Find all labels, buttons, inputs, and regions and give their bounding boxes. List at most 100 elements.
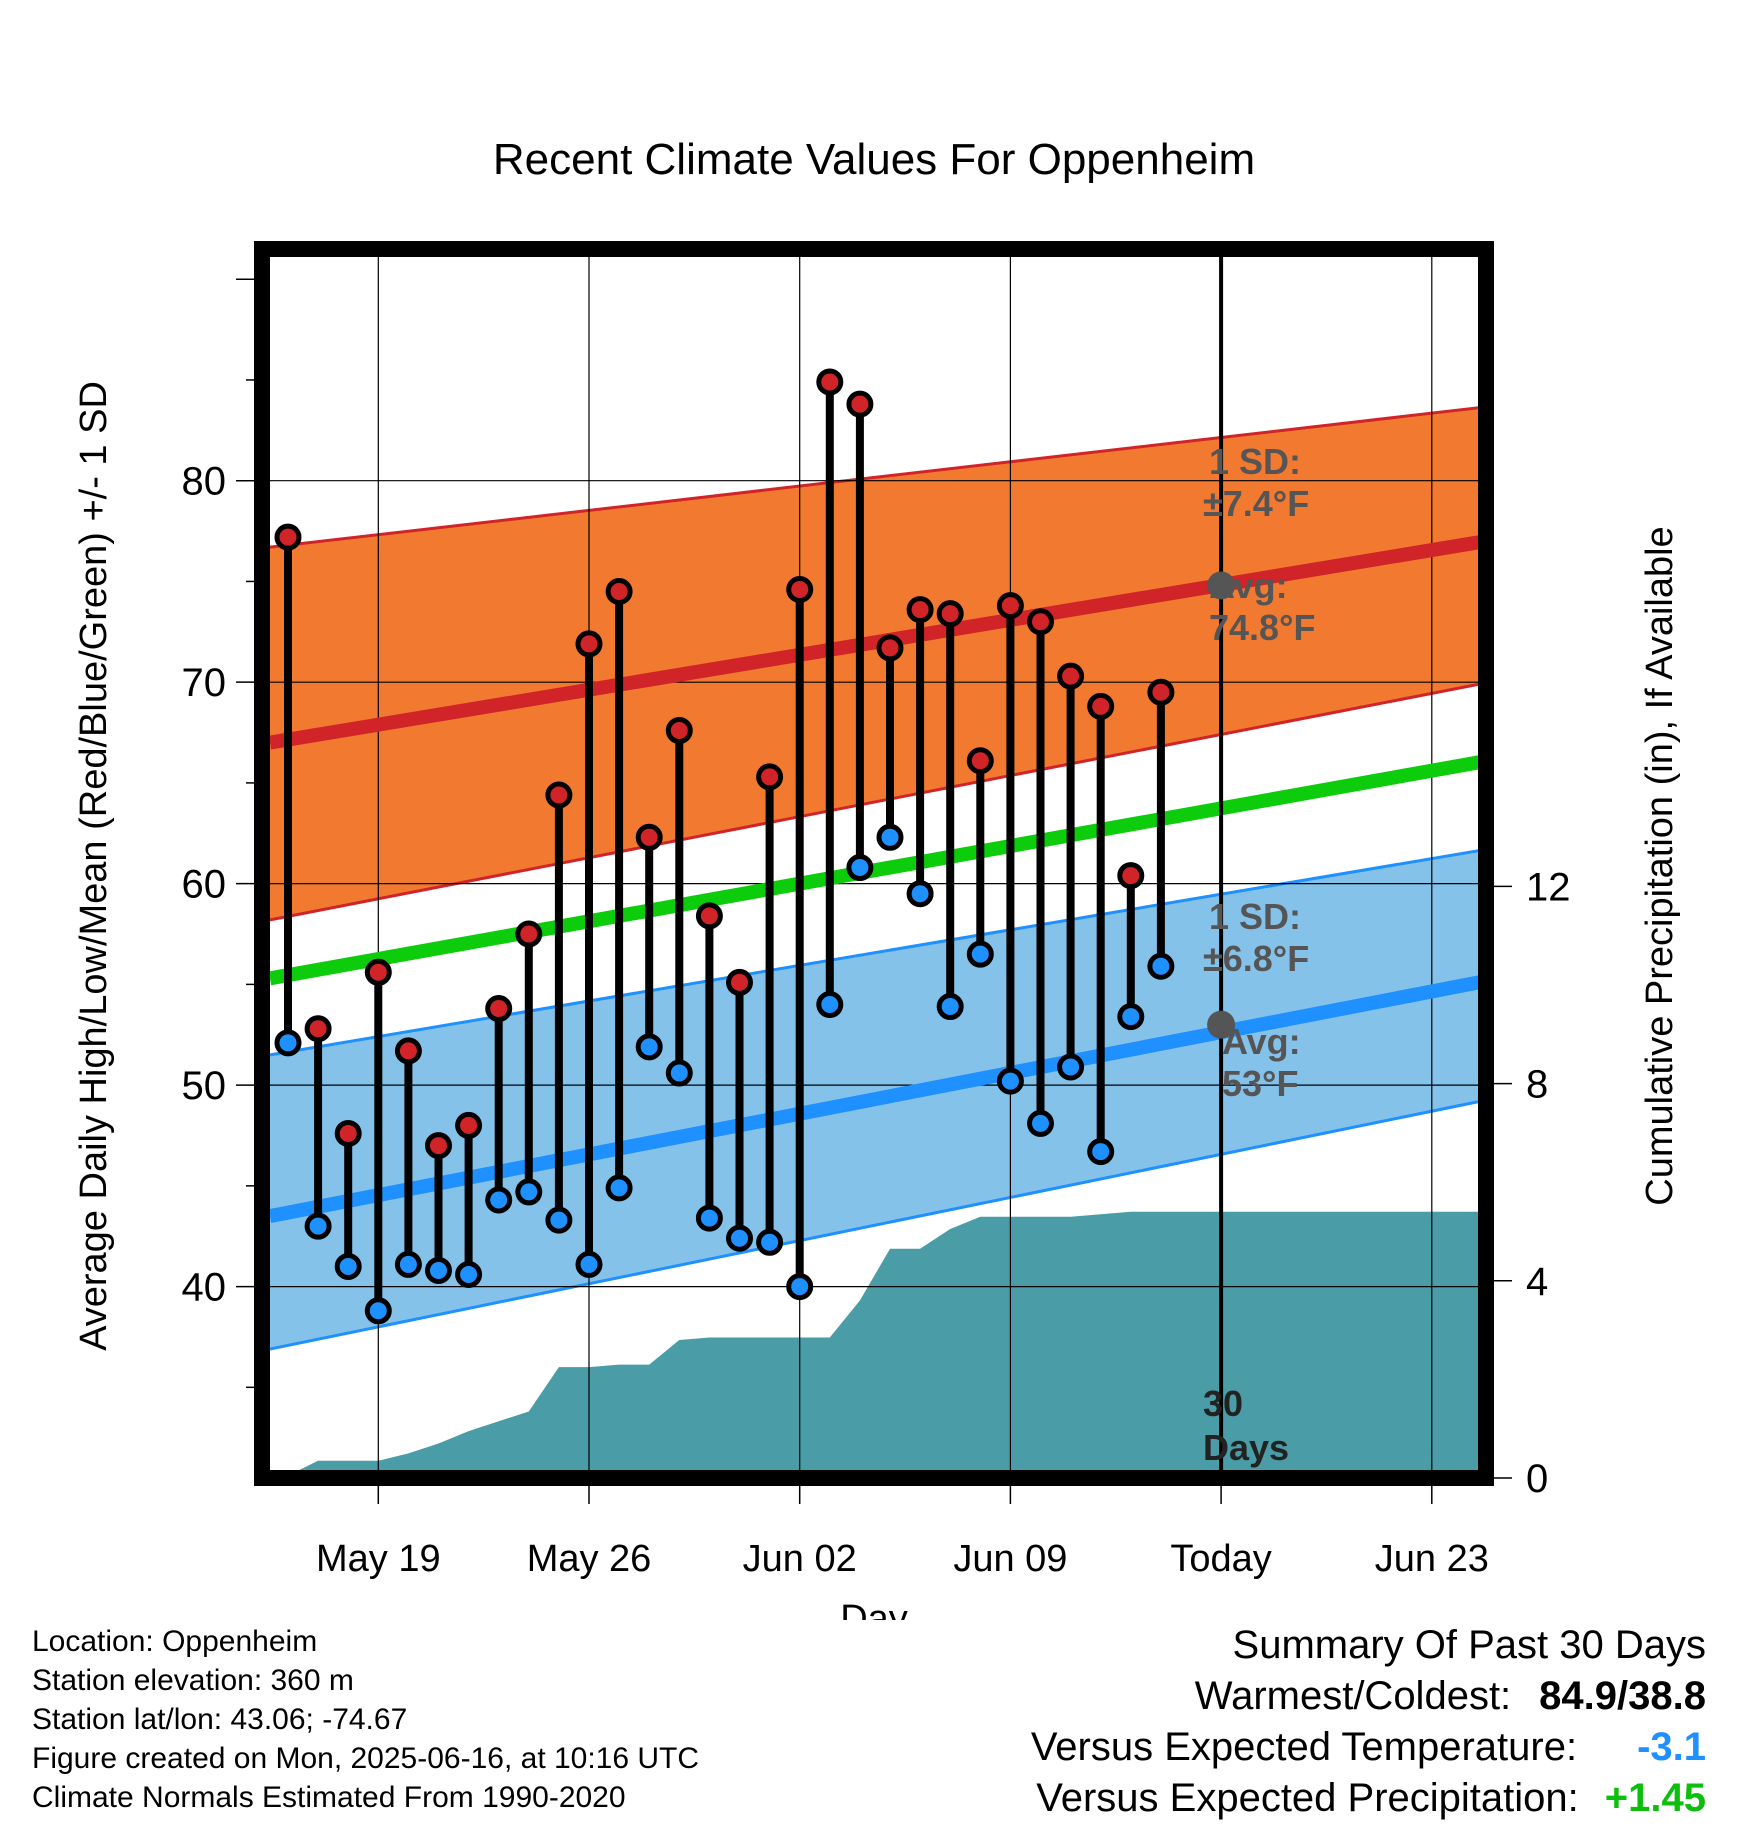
obs-low-point: [665, 1059, 693, 1087]
y-axis-label: Average Daily High/Low/Mean (Red/Blue/Gr…: [73, 381, 115, 1351]
obs-high-point: [786, 575, 814, 603]
normal-low-line: [270, 974, 1482, 1223]
obs-high-point: [695, 902, 723, 930]
obs-low-point: [364, 1297, 392, 1325]
obs-high-point: [515, 920, 543, 948]
normals-text: Climate Normals Estimated From 1990-2020: [32, 1781, 626, 1814]
obs-high-point: [1117, 862, 1145, 890]
obs-low-point: [996, 1067, 1024, 1095]
y2-tick-label: 4: [1526, 1260, 1548, 1304]
obs-high-point: [425, 1132, 452, 1160]
obs-low-point: [455, 1261, 483, 1289]
today-low-avg-dot: [1207, 1010, 1236, 1039]
obs-low-point: [816, 991, 844, 1019]
days-word-label: Days: [1203, 1427, 1289, 1468]
today-high-avg-dot: [1207, 571, 1236, 600]
plot-frame: [254, 241, 1494, 1486]
plot-border: [254, 241, 1494, 1486]
obs-low-point: [1087, 1138, 1115, 1166]
obs-high-point: [1027, 608, 1054, 636]
obs-low-point: [605, 1174, 633, 1202]
high-sd-label: 1 SD:: [1209, 441, 1301, 482]
obs-high-point: [1147, 678, 1175, 706]
obs-high-point: [1087, 692, 1115, 720]
obs-low-point: [545, 1206, 573, 1234]
obs-low-point: [695, 1204, 723, 1232]
obs-low-point: [876, 823, 904, 851]
latlon-text: Station lat/lon: 43.06; -74.67: [32, 1703, 408, 1736]
obs-high-point: [485, 995, 513, 1023]
obs-low-point: [786, 1273, 814, 1301]
chart-title: Recent Climate Values For Oppenheim: [493, 135, 1255, 184]
obs-low-point: [635, 1033, 663, 1061]
obs-high-point: [756, 763, 784, 791]
low-avg-label: Avg:: [1222, 1021, 1301, 1062]
obs-high-point: [1057, 662, 1085, 690]
x-tick-label: Jun 02: [743, 1538, 857, 1580]
obs-high-point: [274, 523, 302, 551]
high-sd-band: [270, 407, 1482, 920]
obs-high-point: [816, 368, 844, 396]
days-count-label: 30: [1203, 1383, 1243, 1424]
y-tick-label: 50: [182, 1064, 227, 1108]
obs-low-point: [1027, 1109, 1054, 1137]
precipitation-area: [270, 1211, 1482, 1478]
normal-bands: [270, 405, 1482, 1351]
high-sd-value: ±7.4°F: [1203, 483, 1309, 524]
observations: [274, 368, 1175, 1325]
location-text: Location: Oppenheim: [32, 1625, 318, 1658]
low-band-lower-edge: [270, 1099, 1482, 1351]
summary-warm-cold: Warmest/Coldest: 84.9/38.8: [1031, 1671, 1706, 1722]
obs-high-point: [575, 630, 603, 658]
obs-high-point: [906, 596, 934, 624]
y-tick-label: 40: [182, 1266, 227, 1310]
y2-axis-label: Cumulative Precipitation (in), If Availa…: [1639, 526, 1681, 1205]
obs-low-point: [515, 1178, 543, 1206]
high-avg-label: Avg:: [1209, 565, 1288, 606]
x-tick-label: Today: [1170, 1538, 1271, 1580]
low-sd-label: 1 SD:: [1209, 896, 1301, 937]
y2-tick-label: 12: [1526, 865, 1571, 909]
obs-low-point: [425, 1256, 452, 1284]
obs-high-point: [996, 592, 1024, 620]
obs-high-point: [394, 1037, 422, 1065]
obs-low-point: [575, 1250, 603, 1278]
summary-panel: Summary Of Past 30 Days Warmest/Coldest:…: [1031, 1620, 1706, 1824]
summary-title: Summary Of Past 30 Days: [1232, 1623, 1706, 1667]
precip-value: +1.45: [1604, 1776, 1706, 1820]
axes: May 19 May 26 Jun 02 Jun 09 Today Jun 2340506…: [182, 278, 1571, 1580]
summary-precip: Versus Expected Precipitation: +1.45: [1031, 1773, 1706, 1824]
obs-high-point: [455, 1111, 483, 1139]
obs-high-point: [545, 781, 573, 809]
normal-mean-line: [270, 754, 1482, 986]
temp-label: Versus Expected Temperature:: [1030, 1725, 1578, 1769]
obs-low-point: [1057, 1053, 1085, 1081]
warm-cold-label: Warmest/Coldest:: [1194, 1674, 1512, 1718]
elevation-text: Station elevation: 360 m: [32, 1664, 354, 1697]
obs-low-point: [304, 1212, 332, 1240]
obs-high-point: [726, 968, 753, 996]
obs-low-point: [726, 1224, 753, 1252]
obs-high-point: [966, 747, 994, 775]
obs-low-point: [485, 1186, 513, 1214]
x-axis-label: Day: [840, 1598, 908, 1620]
x-tick-label: Jun 09: [953, 1538, 1067, 1580]
obs-low-point: [274, 1029, 302, 1057]
cumulative-precip-area: [270, 1211, 1482, 1478]
obs-low-point: [756, 1228, 784, 1256]
y-tick-label: 70: [182, 661, 227, 705]
obs-low-point: [906, 880, 934, 908]
obs-high-point: [876, 634, 904, 662]
obs-low-point: [846, 854, 874, 882]
obs-high-point: [304, 1015, 332, 1043]
obs-high-point: [605, 578, 633, 606]
low-sd-value: ±6.8°F: [1203, 938, 1309, 979]
temp-value: -3.1: [1637, 1725, 1706, 1769]
obs-high-point: [665, 717, 693, 745]
y-tick-label: 60: [182, 863, 227, 907]
obs-low-point: [394, 1250, 422, 1278]
obs-low-point: [1147, 952, 1175, 980]
high-avg-value: 74.8°F: [1209, 607, 1315, 648]
station-info: Location: Oppenheim Station elevation: 3…: [32, 1622, 699, 1817]
warm-cold-value: 84.9/38.8: [1539, 1674, 1706, 1718]
